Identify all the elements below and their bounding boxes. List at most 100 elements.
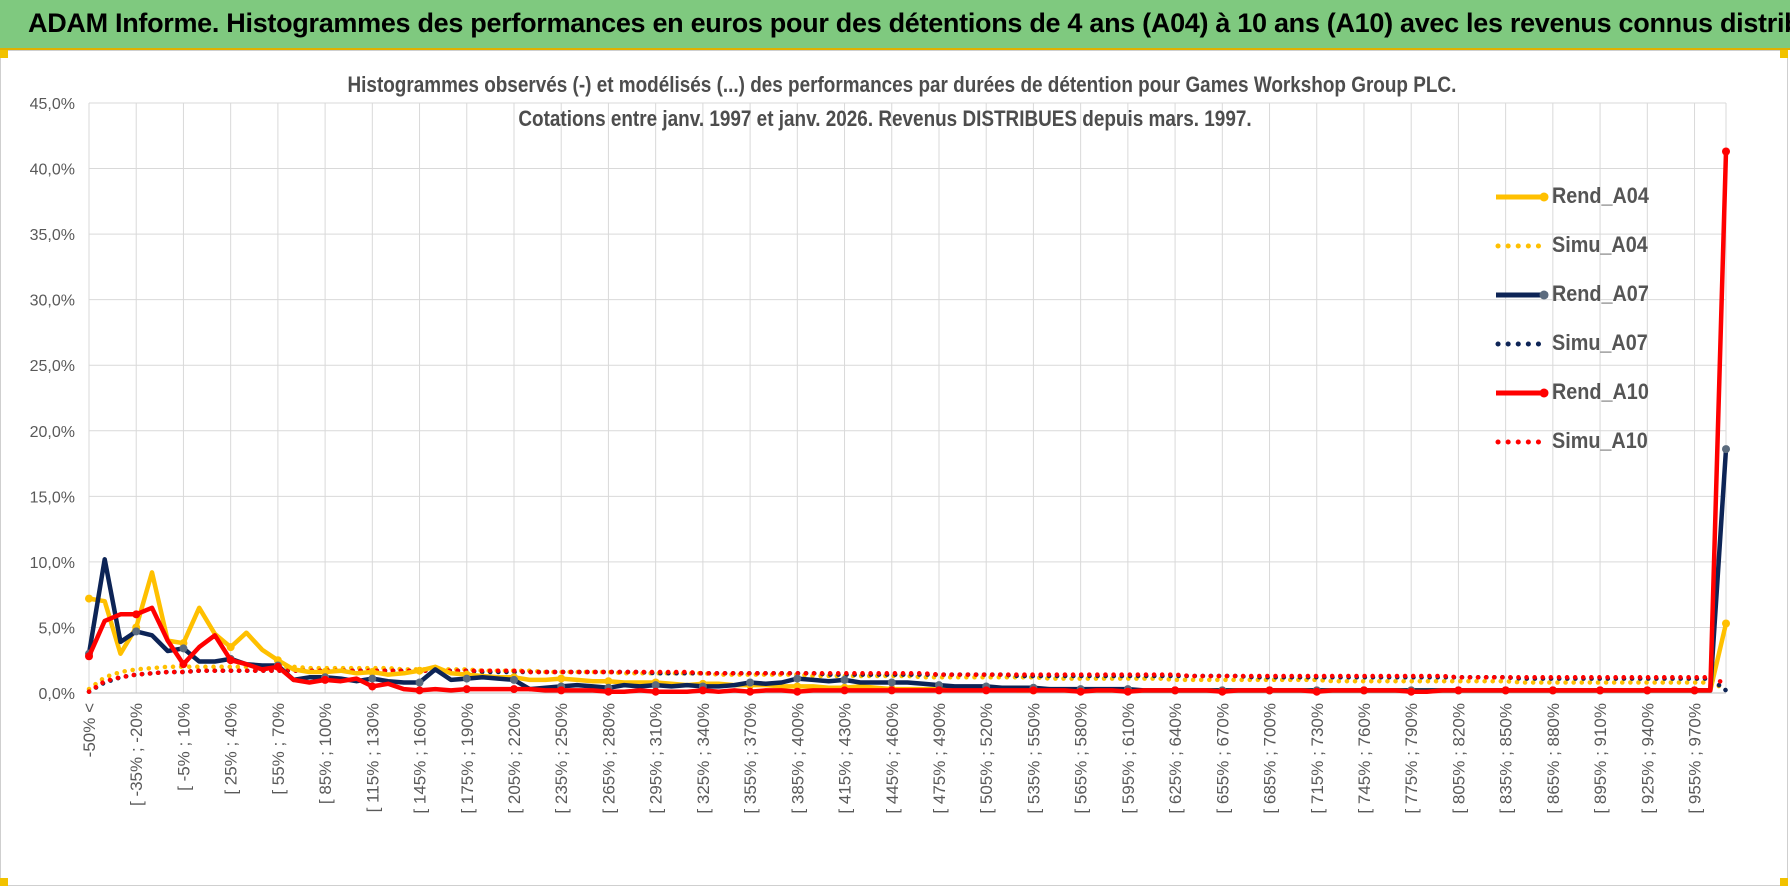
data-point-rend-a10 bbox=[698, 686, 707, 695]
data-point-rend-a10 bbox=[746, 687, 755, 696]
data-point-rend-a10 bbox=[651, 687, 660, 696]
data-point-rend-a10 bbox=[321, 675, 330, 684]
data-point-rend-a10 bbox=[368, 682, 377, 691]
y-tick-label: 0,0% bbox=[39, 686, 75, 703]
legend-swatch-rend-a10 bbox=[1496, 388, 1549, 398]
data-point-rend-a04 bbox=[604, 677, 613, 686]
y-tick-label: 30,0% bbox=[30, 293, 75, 310]
x-tick-label: [ -5% ; 10% bbox=[174, 703, 193, 791]
x-tick-label: [ 115% ; 130% bbox=[363, 703, 382, 812]
data-point-rend-a10 bbox=[1076, 687, 1085, 696]
legend-item-simu-a04[interactable]: Simu_A04 bbox=[1490, 229, 1690, 259]
data-point-rend-a07 bbox=[368, 674, 377, 683]
x-tick-label: [ -35% ; -20% bbox=[127, 703, 146, 806]
data-point-rend-a07 bbox=[793, 674, 802, 683]
data-point-rend-a10 bbox=[1690, 686, 1699, 695]
y-tick-label: 45,0% bbox=[30, 96, 75, 113]
chart-title: Histogrammes observés (-) et modélisés (… bbox=[347, 72, 1457, 97]
data-point-rend-a04 bbox=[415, 666, 424, 675]
data-point-rend-a07 bbox=[1722, 445, 1730, 454]
x-tick-label: [ 85% ; 100% bbox=[316, 703, 335, 804]
data-point-rend-a10 bbox=[934, 686, 943, 695]
data-point-rend-a10 bbox=[840, 686, 849, 695]
legend-item-simu-a10[interactable]: Simu_A10 bbox=[1490, 425, 1690, 455]
legend-item-rend-a10[interactable]: Rend_A10 bbox=[1490, 376, 1690, 406]
legend-item-simu-a07[interactable]: Simu_A07 bbox=[1490, 327, 1690, 357]
legend-label: Simu_A07 bbox=[1552, 330, 1648, 355]
data-point-rend-a04 bbox=[85, 594, 93, 603]
x-tick-label: [ 835% ; 850% bbox=[1497, 703, 1516, 814]
data-point-rend-a10 bbox=[1454, 686, 1463, 695]
y-tick-label: 15,0% bbox=[30, 489, 75, 506]
series-line-rend-a10 bbox=[86, 151, 1729, 694]
x-tick-label: [ 955% ; 970% bbox=[1686, 703, 1705, 814]
data-point-rend-a10 bbox=[1548, 686, 1557, 695]
data-point-rend-a10 bbox=[1407, 687, 1416, 696]
data-point-rend-a10 bbox=[415, 686, 424, 695]
x-tick-label: [ 505% ; 520% bbox=[977, 703, 996, 814]
x-tick-label: [ 295% ; 310% bbox=[647, 703, 666, 814]
data-point-rend-a10 bbox=[887, 686, 896, 695]
y-tick-label: 25,0% bbox=[30, 358, 75, 375]
data-point-rend-a10 bbox=[1218, 687, 1227, 696]
data-point-rend-a07 bbox=[651, 681, 660, 690]
report-banner: ADAM Informe. Histogrammes des performan… bbox=[0, 0, 1790, 50]
x-tick-label: [ 175% ; 190% bbox=[458, 703, 477, 814]
data-point-rend-a10 bbox=[85, 652, 93, 661]
data-point-rend-a10 bbox=[509, 685, 518, 694]
legend-label: Rend_A07 bbox=[1552, 281, 1649, 306]
data-point-rend-a10 bbox=[1359, 686, 1368, 695]
data-point-rend-a10 bbox=[179, 660, 188, 669]
x-tick-label: [ 685% ; 700% bbox=[1261, 703, 1280, 814]
data-point-rend-a10 bbox=[982, 686, 991, 695]
x-tick-label: [ 895% ; 910% bbox=[1591, 703, 1610, 814]
x-tick-label: -50% < bbox=[80, 703, 99, 757]
data-point-rend-a07 bbox=[462, 674, 471, 683]
x-tick-label: [ 265% ; 280% bbox=[599, 703, 618, 814]
data-point-rend-a10 bbox=[793, 687, 802, 696]
x-tick-label: [ 205% ; 220% bbox=[505, 703, 524, 814]
x-tick-label: [ 415% ; 430% bbox=[836, 703, 855, 814]
legend-swatch-rend-a04 bbox=[1496, 192, 1549, 202]
y-tick-label: 10,0% bbox=[30, 555, 75, 572]
report-title: ADAM Informe. Histogrammes des performan… bbox=[28, 8, 1790, 38]
x-tick-label: [ 145% ; 160% bbox=[411, 703, 430, 814]
x-tick-label: [ 55% ; 70% bbox=[269, 703, 288, 795]
legend-label: Rend_A10 bbox=[1552, 379, 1649, 404]
x-tick-label: [ 805% ; 820% bbox=[1449, 703, 1468, 814]
data-point-rend-a07 bbox=[179, 644, 188, 653]
y-tick-label: 40,0% bbox=[30, 162, 75, 179]
series-line-rend-a04 bbox=[88, 570, 1729, 693]
data-point-rend-a10 bbox=[226, 656, 235, 665]
data-point-rend-a07 bbox=[132, 627, 141, 636]
chart-frame bbox=[0, 50, 1788, 886]
frame-corner-br bbox=[1780, 878, 1788, 886]
x-tick-label: [ 655% ; 670% bbox=[1213, 703, 1232, 814]
chart-subtitle: Cotations entre janv. 1997 et janv. 2026… bbox=[518, 106, 1252, 131]
x-tick-label: [ 445% ; 460% bbox=[883, 703, 902, 814]
x-tick-label: [ 625% ; 640% bbox=[1166, 703, 1185, 814]
data-point-rend-a10 bbox=[1722, 147, 1730, 156]
data-point-rend-a04 bbox=[557, 674, 566, 683]
data-point-rend-a07 bbox=[887, 678, 896, 687]
data-point-rend-a10 bbox=[1643, 686, 1652, 695]
frame-corner-tr bbox=[1780, 50, 1788, 58]
legend-swatch-simu-a10 bbox=[1495, 439, 1551, 445]
legend-item-rend-a07[interactable]: Rend_A07 bbox=[1490, 278, 1690, 308]
legend-swatch-rend-a07 bbox=[1496, 290, 1549, 300]
x-tick-label: [ 355% ; 370% bbox=[741, 703, 760, 814]
legend-label: Simu_A04 bbox=[1552, 232, 1648, 257]
legend-label: Rend_A04 bbox=[1552, 183, 1649, 208]
x-tick-label: [ 475% ; 490% bbox=[930, 703, 949, 814]
data-point-rend-a04 bbox=[226, 643, 235, 652]
x-tick-label: [ 595% ; 610% bbox=[1119, 703, 1138, 814]
x-tick-label: [ 565% ; 580% bbox=[1072, 703, 1091, 814]
x-tick-label: [ 745% ; 760% bbox=[1355, 703, 1374, 814]
x-tick-label: [ 775% ; 790% bbox=[1402, 703, 1421, 814]
data-point-rend-a10 bbox=[462, 685, 471, 694]
legend-item-rend-a04[interactable]: Rend_A04 bbox=[1490, 180, 1690, 210]
data-point-rend-a07 bbox=[840, 675, 849, 684]
x-tick-label: [ 865% ; 880% bbox=[1544, 703, 1563, 814]
x-tick-label: [ 385% ; 400% bbox=[788, 703, 807, 814]
